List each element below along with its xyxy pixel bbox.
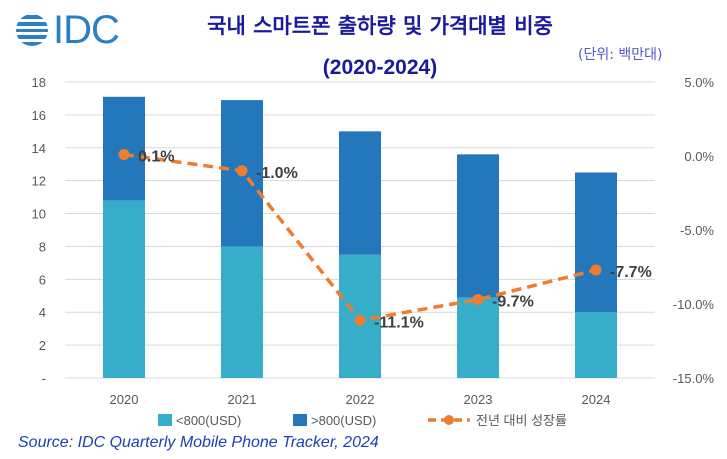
data-label: -9.7% bbox=[492, 294, 534, 311]
y-right-tick-label: -5.0% bbox=[680, 223, 714, 238]
logo-text: IDC bbox=[53, 8, 120, 52]
chart-subtitle: (2020-2024) bbox=[322, 56, 438, 79]
growth-point bbox=[354, 314, 366, 326]
y-left-tick-label: 2 bbox=[39, 338, 46, 353]
data-label: 0.1% bbox=[138, 149, 174, 166]
data-label: -1.0% bbox=[256, 165, 298, 182]
legend-label: <800(USD) bbox=[176, 413, 241, 428]
bar bbox=[575, 172, 617, 313]
legend-label: >800(USD) bbox=[311, 413, 376, 428]
bar bbox=[457, 297, 499, 378]
data-label: -7.7% bbox=[610, 264, 652, 281]
x-tick-label: 2024 bbox=[582, 392, 611, 407]
y-left-tick-label: 6 bbox=[39, 272, 46, 287]
bar bbox=[103, 96, 145, 201]
source-note: Source: IDC Quarterly Mobile Phone Track… bbox=[18, 434, 379, 451]
x-tick-label: 2022 bbox=[346, 392, 375, 407]
y-right-tick-label: -10.0% bbox=[673, 297, 715, 312]
bar bbox=[575, 312, 617, 378]
legend-swatch bbox=[293, 414, 307, 426]
bar bbox=[339, 131, 381, 255]
legend-swatch bbox=[158, 414, 172, 426]
x-tick-label: 2021 bbox=[228, 392, 257, 407]
x-tick-label: 2020 bbox=[110, 392, 139, 407]
growth-point bbox=[590, 264, 602, 276]
legend-label: 전년 대비 성장률 bbox=[476, 413, 567, 428]
y-left-tick-label: 4 bbox=[39, 305, 46, 320]
y-left-tick-label: 8 bbox=[39, 239, 46, 254]
y-right-tick-label: 0.0% bbox=[684, 149, 714, 164]
growth-point bbox=[118, 149, 130, 161]
chart-title: 국내 스마트폰 출하량 및 가격대별 비중 bbox=[207, 14, 553, 38]
x-tick-label: 2023 bbox=[464, 392, 493, 407]
data-label: -11.1% bbox=[374, 314, 424, 331]
y-right-tick-label: -15.0% bbox=[673, 371, 715, 386]
y-left-tick-label: 18 bbox=[32, 75, 46, 90]
unit-label: (단위: 백만대) bbox=[578, 47, 663, 63]
bar bbox=[103, 200, 145, 378]
bar bbox=[221, 246, 263, 378]
idc-logo: IDC bbox=[14, 8, 120, 52]
y-right-tick-label: 5.0% bbox=[684, 75, 714, 90]
y-left-tick-label: 16 bbox=[32, 108, 46, 123]
growth-point bbox=[472, 294, 484, 306]
globe-icon bbox=[16, 15, 48, 46]
y-left-tick-label: 10 bbox=[32, 207, 46, 222]
bar bbox=[457, 154, 499, 298]
y-left-tick-label: - bbox=[42, 371, 46, 386]
legend-marker bbox=[444, 415, 454, 425]
y-left-tick-label: 14 bbox=[32, 141, 46, 156]
growth-point bbox=[236, 165, 248, 177]
y-left-tick-label: 12 bbox=[32, 174, 46, 189]
